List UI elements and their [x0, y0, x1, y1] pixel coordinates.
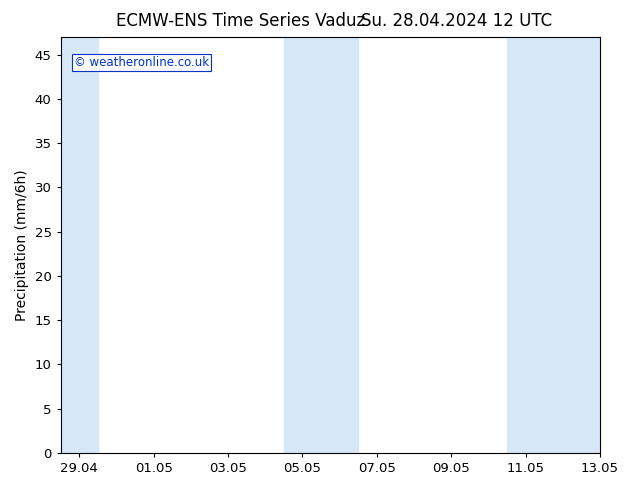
- Text: ECMW-ENS Time Series Vaduz: ECMW-ENS Time Series Vaduz: [116, 12, 366, 30]
- Bar: [507, 37, 600, 453]
- Y-axis label: Precipitation (mm/6h): Precipitation (mm/6h): [15, 169, 29, 321]
- Bar: [284, 37, 358, 453]
- Bar: [61, 37, 98, 453]
- Text: © weatheronline.co.uk: © weatheronline.co.uk: [74, 56, 209, 69]
- Text: Su. 28.04.2024 12 UTC: Su. 28.04.2024 12 UTC: [361, 12, 552, 30]
